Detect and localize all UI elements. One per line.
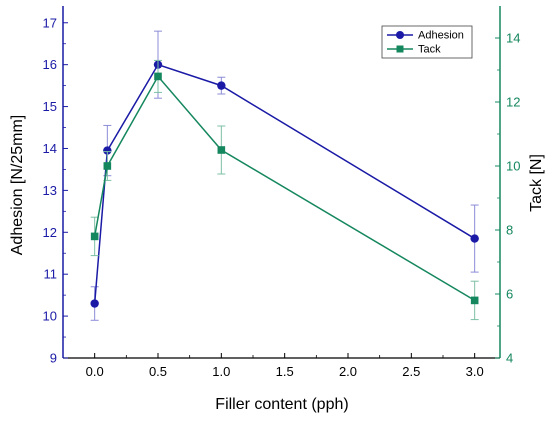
x-tick-label: 1.5	[276, 364, 294, 379]
series-tack	[90, 59, 479, 321]
legend-frame	[381, 25, 473, 59]
right-y-tick-label: 12	[506, 95, 520, 110]
left-y-tick-label: 13	[43, 183, 57, 198]
legend: Adhesion Tack	[381, 25, 473, 59]
tack-point	[154, 72, 162, 81]
left-y-tick-label: 9	[50, 351, 57, 366]
plot-layer	[90, 30, 479, 321]
tack-point	[470, 296, 479, 305]
legend-tack-label: Tack	[418, 44, 441, 56]
right-y-tick-label: 4	[506, 351, 513, 366]
right-y-tick-label: 6	[506, 287, 513, 302]
x-axis-label: Filler content (pph)	[215, 396, 348, 413]
tack-point	[217, 146, 226, 154]
x-tick-label: 3.0	[466, 364, 484, 379]
adhesion-line	[93, 63, 476, 304]
x-tick-label: 0.5	[149, 364, 167, 379]
left-y-tick-label: 14	[43, 141, 57, 156]
axes-layer: 0.0 0.5 1.0 1.5 2.0 2.5 3.0 9 10 11 12 13 14 15 16 17 4 6…	[43, 6, 520, 379]
legend-adhesion-marker	[396, 31, 404, 39]
right-y-tick-label: 8	[506, 223, 513, 238]
tack-point	[103, 162, 112, 170]
left-y-tick-label: 12	[43, 225, 57, 240]
left-y-tick-label: 17	[43, 15, 57, 30]
adhesion-point	[217, 81, 226, 90]
left-y-tick-label: 16	[43, 57, 57, 72]
series-adhesion	[90, 30, 479, 321]
x-tick-label: 1.0	[212, 364, 230, 379]
adhesion-point	[90, 299, 99, 308]
tack-line	[93, 75, 476, 302]
left-y-axis-label: Adhesion [N/25mm]	[9, 115, 26, 256]
left-y-tick-label: 11	[44, 267, 58, 282]
right-y-tick-label: 14	[506, 31, 520, 46]
left-y-tick-label: 15	[43, 99, 57, 114]
adhesion-point	[103, 146, 112, 155]
right-y-tick-label: 10	[506, 159, 520, 174]
x-tick-label: 2.0	[339, 364, 357, 379]
legend-adhesion-label: Adhesion	[418, 30, 464, 42]
left-y-tick-label: 10	[43, 309, 57, 324]
x-tick-label: 2.5	[402, 364, 420, 379]
adhesion-point	[470, 234, 479, 243]
legend-tack-marker	[396, 45, 404, 53]
right-y-axis-label: Tack [N]	[528, 154, 545, 212]
x-tick-label: 0.0	[86, 364, 104, 379]
tack-point	[90, 232, 99, 241]
